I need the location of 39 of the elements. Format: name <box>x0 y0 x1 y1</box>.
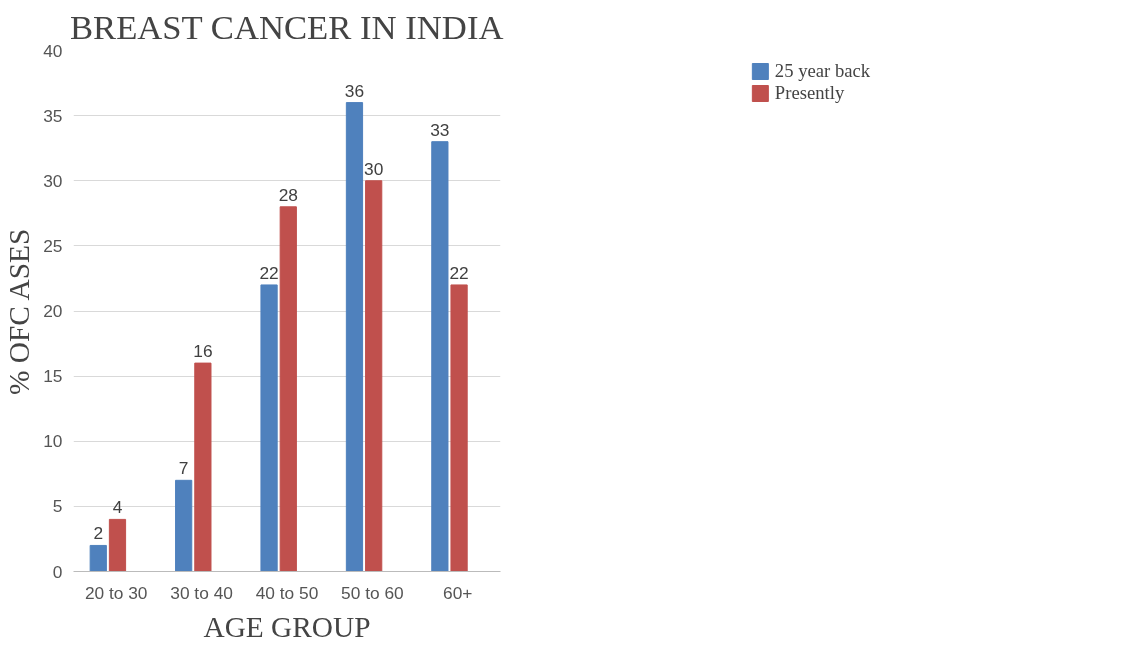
x-axis-title: AGE GROUP <box>203 610 371 643</box>
bar <box>345 102 364 572</box>
bar <box>175 479 193 572</box>
y-tick-label: 35 <box>43 105 63 126</box>
legend-label: 25 year back <box>774 60 871 82</box>
chart-title: BREAST CANCER IN INDIA <box>69 7 504 46</box>
y-tick-label: 10 <box>43 431 63 452</box>
bar <box>450 284 468 572</box>
y-tick-label: 5 <box>52 496 63 517</box>
data-label: 22 <box>449 262 469 283</box>
x-tick-label: 50 to 60 <box>341 582 404 603</box>
x-tick-label: 40 to 50 <box>255 582 319 603</box>
bar <box>279 206 297 572</box>
x-tick-label: 30 to 40 <box>170 582 233 603</box>
data-label: 28 <box>278 184 298 205</box>
y-tick-label: 25 <box>43 235 63 256</box>
data-label: 36 <box>344 80 365 101</box>
y-tick-label: 30 <box>43 170 63 191</box>
x-tick-label: 20 to 30 <box>84 582 148 603</box>
data-label: 33 <box>430 119 450 140</box>
y-tick-label: 20 <box>43 301 63 321</box>
data-label: 2 <box>93 523 104 544</box>
y-tick-label: 0 <box>52 561 63 582</box>
bar <box>194 362 212 572</box>
x-tick-label: 60+ <box>443 582 473 603</box>
y-axis-title: % OFC ASES <box>3 228 36 395</box>
bar <box>89 544 107 572</box>
y-tick-label: 40 <box>43 40 63 61</box>
bar <box>365 180 383 572</box>
data-label: 16 <box>193 341 213 362</box>
data-label: 22 <box>259 262 279 283</box>
bar <box>431 141 449 572</box>
data-label: 4 <box>112 497 123 518</box>
data-label: 30 <box>364 158 384 179</box>
legend-label: Presently <box>774 82 845 104</box>
bar <box>108 518 127 572</box>
y-tick-label: 15 <box>43 366 63 387</box>
data-label: 7 <box>178 458 189 479</box>
bar <box>260 284 278 572</box>
